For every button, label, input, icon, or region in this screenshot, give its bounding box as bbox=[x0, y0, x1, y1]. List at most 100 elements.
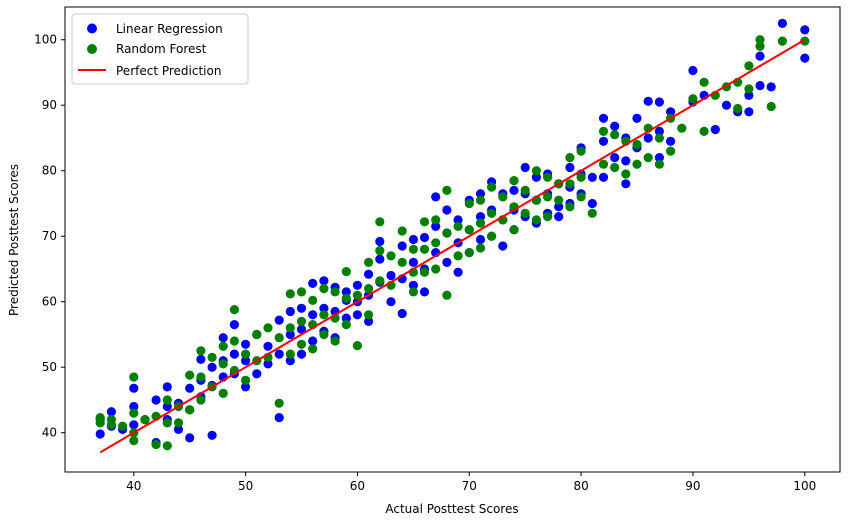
point-random-forest bbox=[419, 244, 430, 254]
point-linear-regression bbox=[386, 270, 396, 281]
point-linear-regression bbox=[621, 179, 631, 189]
point-random-forest bbox=[576, 146, 586, 156]
point-random-forest bbox=[475, 195, 486, 205]
point-random-forest bbox=[487, 208, 497, 218]
point-linear-regression bbox=[218, 333, 228, 343]
point-random-forest bbox=[95, 418, 105, 428]
point-random-forest bbox=[587, 208, 597, 218]
point-random-forest bbox=[654, 133, 665, 143]
point-random-forest bbox=[341, 293, 351, 303]
point-linear-regression bbox=[654, 97, 665, 107]
point-linear-regression bbox=[274, 315, 284, 325]
point-random-forest bbox=[554, 195, 564, 205]
point-linear-regression bbox=[431, 221, 441, 231]
point-linear-regression bbox=[419, 232, 430, 243]
point-random-forest bbox=[475, 218, 486, 228]
point-random-forest bbox=[341, 320, 351, 330]
point-random-forest bbox=[453, 221, 463, 231]
y-axis-label: Predicted Posttest Scores bbox=[7, 164, 21, 316]
point-linear-regression bbox=[520, 162, 530, 173]
point-linear-regression bbox=[375, 254, 385, 264]
x-tick-label: 60 bbox=[350, 479, 365, 493]
point-linear-regression bbox=[587, 172, 597, 182]
point-random-forest bbox=[296, 316, 307, 326]
point-linear-regression bbox=[431, 192, 441, 202]
point-random-forest bbox=[330, 287, 340, 297]
point-random-forest bbox=[632, 139, 642, 150]
point-random-forest bbox=[285, 349, 295, 359]
point-random-forest bbox=[610, 130, 620, 140]
point-random-forest bbox=[196, 372, 206, 382]
point-random-forest bbox=[475, 243, 486, 253]
point-linear-regression bbox=[386, 297, 396, 307]
point-linear-regression bbox=[352, 310, 362, 320]
point-random-forest bbox=[375, 246, 385, 256]
point-random-forest bbox=[565, 179, 575, 189]
point-random-forest bbox=[677, 123, 687, 133]
point-random-forest bbox=[397, 257, 407, 267]
point-random-forest bbox=[666, 146, 676, 156]
point-random-forest bbox=[229, 336, 239, 346]
point-linear-regression bbox=[587, 198, 597, 209]
point-linear-regression bbox=[263, 359, 273, 369]
point-linear-regression bbox=[643, 96, 653, 106]
point-linear-regression bbox=[341, 313, 351, 323]
point-linear-regression bbox=[308, 278, 318, 288]
legend-marker-random-forest bbox=[87, 44, 97, 54]
point-random-forest bbox=[207, 352, 217, 362]
point-random-forest bbox=[129, 436, 139, 446]
y-axis: 40 50 60 70 80 90 100 bbox=[34, 33, 65, 440]
point-linear-regression bbox=[419, 287, 430, 297]
point-random-forest bbox=[632, 159, 642, 169]
point-random-forest bbox=[777, 36, 788, 46]
y-tick-label: 100 bbox=[34, 33, 57, 47]
point-linear-regression bbox=[643, 133, 653, 143]
point-linear-regression bbox=[252, 369, 262, 379]
point-linear-regression bbox=[296, 324, 307, 334]
point-linear-regression bbox=[598, 113, 609, 123]
point-random-forest bbox=[296, 339, 307, 349]
y-tick-label: 90 bbox=[42, 98, 57, 112]
point-linear-regression bbox=[274, 413, 284, 423]
point-random-forest bbox=[643, 153, 653, 163]
point-linear-regression bbox=[755, 51, 765, 61]
point-linear-regression bbox=[95, 429, 105, 439]
x-tick-label: 100 bbox=[793, 479, 816, 493]
point-linear-regression bbox=[755, 81, 765, 91]
point-linear-regression bbox=[766, 82, 776, 92]
point-random-forest bbox=[319, 329, 329, 340]
point-random-forest bbox=[699, 126, 709, 136]
point-random-forest bbox=[464, 198, 474, 209]
point-linear-regression bbox=[531, 172, 542, 182]
point-random-forest bbox=[598, 159, 609, 169]
perfect-prediction-line bbox=[99, 38, 806, 454]
point-linear-regression bbox=[364, 269, 374, 279]
point-random-forest bbox=[531, 166, 542, 176]
point-random-forest bbox=[543, 192, 553, 202]
point-linear-regression bbox=[352, 280, 362, 290]
point-random-forest bbox=[565, 153, 575, 163]
point-linear-regression bbox=[274, 349, 284, 359]
x-tick-label: 40 bbox=[126, 479, 141, 493]
point-random-forest bbox=[162, 441, 172, 451]
point-random-forest bbox=[520, 208, 530, 218]
point-random-forest bbox=[129, 372, 139, 382]
x-axis: 40 50 60 70 80 90 100 bbox=[126, 472, 816, 493]
point-linear-regression bbox=[397, 241, 407, 251]
point-linear-regression bbox=[565, 162, 575, 173]
point-random-forest bbox=[464, 248, 474, 258]
point-random-forest bbox=[744, 61, 754, 71]
point-random-forest bbox=[296, 287, 307, 297]
point-linear-regression bbox=[442, 205, 452, 215]
point-linear-regression bbox=[185, 433, 195, 443]
point-linear-regression bbox=[308, 310, 318, 320]
point-linear-regression bbox=[207, 362, 217, 372]
y-tick-label: 50 bbox=[42, 360, 57, 374]
point-random-forest bbox=[162, 418, 172, 428]
point-random-forest bbox=[442, 290, 452, 300]
y-tick-label: 60 bbox=[42, 295, 57, 309]
point-random-forest bbox=[173, 418, 184, 428]
point-random-forest bbox=[375, 217, 385, 227]
point-random-forest bbox=[397, 226, 407, 236]
point-linear-regression bbox=[554, 202, 564, 212]
